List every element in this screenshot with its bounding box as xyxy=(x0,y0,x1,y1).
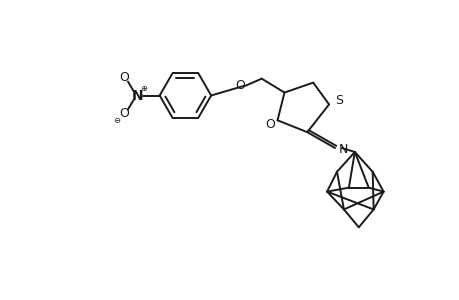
Text: N: N xyxy=(338,142,348,155)
Text: ⊖: ⊖ xyxy=(113,116,120,125)
Text: S: S xyxy=(334,94,342,107)
Text: O: O xyxy=(265,118,275,131)
Text: O: O xyxy=(235,79,244,92)
Text: ⊕: ⊕ xyxy=(140,84,147,93)
Text: O: O xyxy=(119,71,129,84)
Text: N: N xyxy=(132,88,143,103)
Text: O: O xyxy=(119,107,129,120)
